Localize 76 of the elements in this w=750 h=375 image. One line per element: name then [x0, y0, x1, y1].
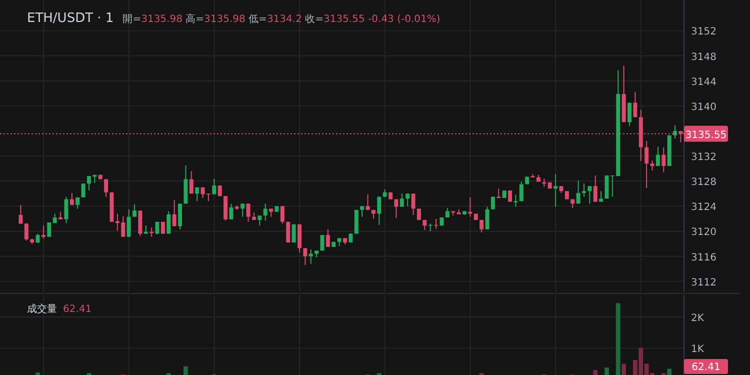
candlestick [258, 215, 262, 226]
y-tick-label: 3148 [691, 52, 716, 63]
y-tick-label: 3132 [691, 152, 716, 164]
text: ETH/USDT · 1 [27, 11, 114, 26]
y-tick-label: 3152 [691, 26, 716, 38]
y-tick-label: 3116 [691, 252, 716, 264]
candlestick [627, 102, 632, 126]
candlestick [70, 192, 74, 206]
y-tick-label: 1K [691, 344, 704, 356]
candlestick [673, 124, 678, 139]
candlestick [406, 193, 410, 207]
candlestick [172, 199, 176, 227]
candlestick [656, 146, 660, 167]
candlestick [400, 193, 404, 208]
candlestick [224, 196, 228, 222]
candlestick [308, 248, 313, 264]
candlestick [246, 203, 250, 222]
candlestick [650, 160, 654, 171]
candlestick [554, 174, 558, 208]
candlestick [485, 206, 490, 230]
candlestick [280, 206, 284, 224]
candlestick [326, 228, 330, 248]
candlestick [434, 218, 438, 230]
candlestick [189, 170, 194, 194]
candlestick [366, 194, 370, 210]
y-tick-label: 3128 [691, 177, 716, 188]
candlestick [155, 221, 160, 235]
ref-line-label: 3135.55 [685, 130, 727, 141]
candlestick [166, 210, 171, 234]
candlestick [195, 186, 200, 202]
candlestick [36, 233, 40, 244]
y-tick-label: 3144 [691, 76, 716, 88]
candlestick [240, 203, 245, 218]
candlestick [132, 204, 136, 218]
candlestick [212, 178, 216, 195]
y-tick-label: 3112 [691, 277, 716, 288]
candlestick [64, 196, 68, 224]
candlestick [480, 219, 484, 233]
candlestick [411, 193, 416, 216]
candlestick [599, 190, 604, 202]
candlestick [514, 194, 518, 208]
candlestick [644, 140, 649, 188]
candlestick [47, 222, 52, 238]
text: 成交量 [27, 303, 57, 315]
candlestick [104, 178, 108, 198]
text: 62.41 [692, 362, 720, 373]
candlestick [394, 198, 398, 219]
candlestick [576, 180, 580, 204]
candlestick [41, 225, 46, 240]
candlestick [377, 196, 382, 226]
candlestick [263, 203, 268, 222]
candlestick [416, 208, 421, 220]
candlestick [18, 204, 23, 224]
candlestick [519, 181, 524, 202]
candlestick [360, 206, 364, 218]
candlestick [126, 208, 131, 238]
candlestick [303, 248, 308, 266]
candlestick [593, 174, 598, 202]
candlestick [582, 183, 586, 198]
text: 開=3135.98 高=3135.98 低=3134.2 收=3135.55 -0.43 (-0.01%) [122, 14, 440, 25]
candlestick [229, 203, 234, 220]
y-tick-label: 3120 [691, 227, 716, 238]
candlestick [490, 196, 495, 210]
y-tick-label: 3140 [691, 102, 716, 113]
y-tick-label: 3124 [691, 202, 716, 214]
candlestick [81, 183, 86, 198]
candlestick [297, 224, 302, 254]
candlestick [588, 186, 592, 204]
candlestick [445, 208, 450, 218]
y-tick-label: 2K [691, 312, 704, 324]
candlestick [633, 92, 638, 118]
candlestick [138, 210, 142, 237]
text: 62.41 [63, 304, 92, 315]
candlestick [178, 203, 182, 230]
candlestick [24, 222, 28, 242]
candlestick [662, 146, 666, 173]
